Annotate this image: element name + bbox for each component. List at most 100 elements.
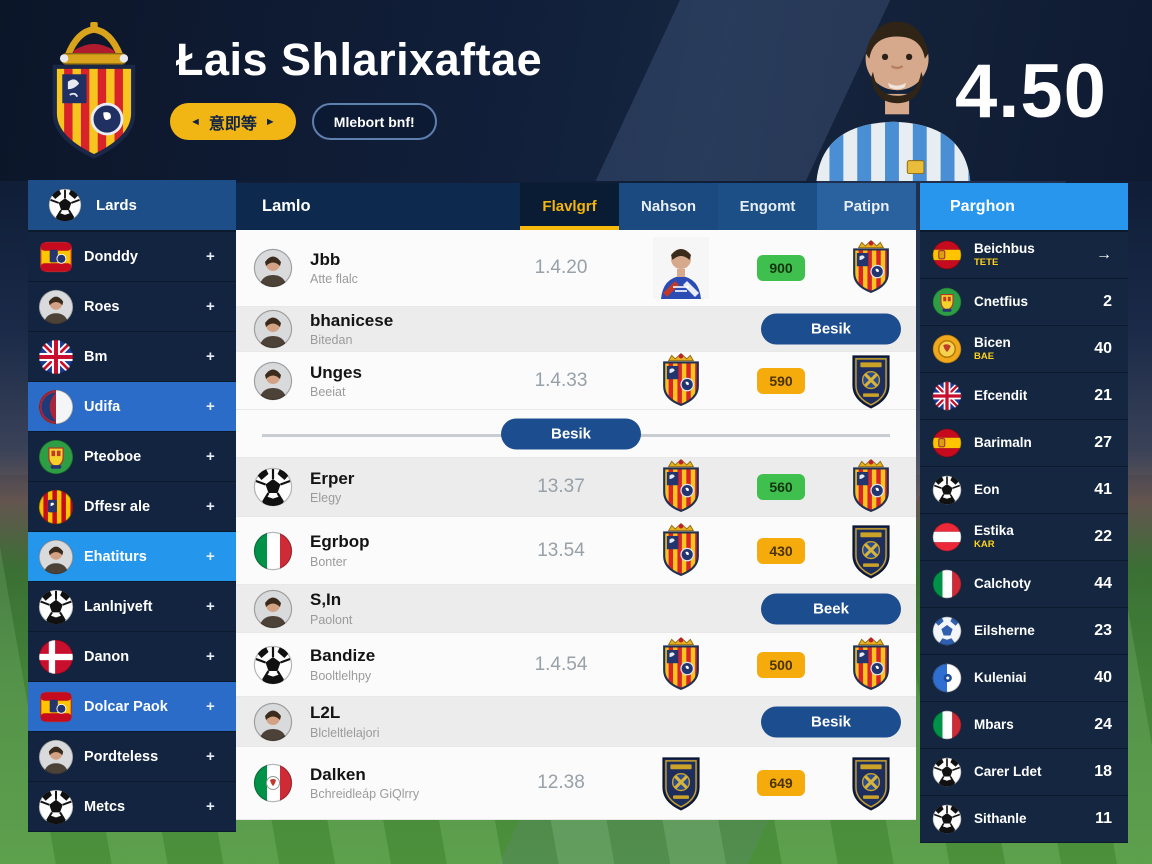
right-item-text: Kuleniai [974,669,1078,685]
plus-icon: + [206,348,215,365]
player-subtitle: Paolont [310,612,353,627]
table-row[interactable]: Erper Elegy 13.37 560 [236,458,916,517]
table-row[interactable]: Unges Beeiat 1.4.33 590 [236,352,916,410]
secondary-button[interactable]: Mlebort bnf! [311,103,437,140]
crest-yellow-icon [658,636,704,694]
score-badge: 560 [757,474,805,500]
sidebar-item-donddy[interactable]: Donddy + [28,232,236,281]
expand-pill-button[interactable]: Besik [501,418,641,449]
right-item-bicen[interactable]: Bicen BAE 40 [920,326,1128,372]
table-row[interactable]: L2L Blcleltlelajori Besik [236,697,916,747]
right-item-label: Beichbus [974,240,1035,256]
right-item-mbars[interactable]: Mbars 24 [920,702,1128,748]
table-row[interactable]: S,In Paolont Beek [236,585,916,633]
sidebar-item-bm[interactable]: Bm + [28,332,236,381]
right-item-estika[interactable]: Estika KAR 22 [920,514,1128,560]
avatar-icon [253,361,293,401]
right-item-kuleniai[interactable]: Kuleniai 40 [920,655,1128,701]
right-item-label: Cnetfius [974,293,1028,309]
pill-zone: Besik [496,697,916,746]
right-item-beichbus[interactable]: Beichbus TETE → [920,232,1128,278]
player-subtitle: Elegy [310,491,342,506]
uk-flag-icon [932,381,962,411]
right-item-text: Cnetfius [974,293,1078,309]
player-name-cell: Jbb Atte flalc [310,250,496,287]
cta-button[interactable]: ◄ 意即等 ► [170,103,296,140]
player-subtitle: Bitedan [310,333,353,348]
right-item-calchoty[interactable]: Calchoty 44 [920,561,1128,607]
sidebar-item-label: Lanlnjveft [84,598,153,615]
divider-zone: Besik [236,410,916,457]
banner-buttons: ◄ 意即等 ► Mlebort bnf! [170,103,437,140]
right-item-barimaln[interactable]: Barimaln 27 [920,420,1128,466]
tab-flavlgrf[interactable]: Flavlgrf [520,183,619,230]
tab-engomt[interactable]: Engomt [718,183,817,230]
sidebar-header-item[interactable]: Lards [28,180,236,230]
sidebar-item-udifa[interactable]: Udifa + [28,382,236,431]
odds-value: 1.4.33 [534,370,588,391]
right-item-carer-ldet[interactable]: Carer Ldet 18 [920,749,1128,795]
sidebar-item-roes[interactable]: Roes + [28,282,236,331]
right-item-eon[interactable]: Eon 41 [920,467,1128,513]
odds-value: 1.4.20 [534,257,588,278]
plus-icon: + [206,448,215,465]
avatar-icon [38,739,74,775]
right-item-sithanle[interactable]: Sithanle 11 [920,796,1128,842]
table-row[interactable]: Dalken Bchreidleáp GiQlrry 12.38 649 [236,747,916,820]
sidebar-item-list: Donddy + Roes + Bm + Udifa + Pteoboe + Dffesr ale +… [28,232,236,831]
sidebar-item-lanlnjveft[interactable]: Lanlnjveft + [28,582,236,631]
table-row[interactable]: bhanicese Bitedan Besik [236,307,916,352]
expand-pill-button[interactable]: Besik [761,706,901,737]
sidebar-item-dffesr-ale[interactable]: Dffesr ale + [28,482,236,531]
right-item-eilsherne[interactable]: Eilsherne 23 [920,608,1128,654]
sidebar-item-label: Bm [84,348,108,365]
avatar-icon [253,309,293,349]
tab-nahson[interactable]: Nahson [619,183,718,230]
sidebar-item-dolcar-paok[interactable]: Dolcar Paok + [28,682,236,731]
table-row[interactable]: Besik [236,410,916,458]
main-panel: Lamlo Flavlgrf Nahson Engomt Patipn Jbb A… [236,183,916,820]
expand-pill-button[interactable]: Besik [761,313,901,345]
right-item-text: Estika KAR [974,523,1078,550]
table-row[interactable]: Bandize Booltlelhpy 1.4.54 500 [236,633,916,697]
sidebar-item-pteoboe[interactable]: Pteoboe + [28,432,236,481]
right-sidebar-list: Beichbus TETE → Cnetfius 2 Bicen BAE 40 Efcendit… [920,232,1128,842]
player-subtitle: Beeiat [310,385,346,400]
tab-patipn[interactable]: Patipn [817,183,916,230]
right-item-label: Barimaln [974,434,1032,450]
right-item-label: Kuleniai [974,669,1027,685]
right-item-text: Eilsherne [974,623,1078,638]
right-item-text: Carer Ldet [974,764,1078,779]
sidebar-item-label: Roes [84,298,120,315]
green-crest-icon [932,287,962,317]
plus-icon: + [206,648,215,665]
right-item-cnetfius[interactable]: Cnetfius 2 [920,279,1128,325]
player-name: Dalken [310,764,366,784]
table-row[interactable]: Jbb Atte flalc 1.4.20 900 [236,230,916,307]
player-name-cell: Dalken Bchreidleáp GiQlrry [310,765,496,802]
crest-dark-icon [658,754,704,812]
right-item-subtitle: TETE [974,257,999,269]
right-item-efcendit[interactable]: Efcendit 21 [920,373,1128,419]
sidebar-item-metcs[interactable]: Metcs + [28,782,236,831]
table-row[interactable]: Egrbop Bonter 13.54 430 [236,517,916,585]
expand-pill-button[interactable]: Beek [761,593,901,624]
sidebar-item-pordteless[interactable]: Pordteless + [28,732,236,781]
avatar-icon [38,539,74,575]
right-item-text: Bicen BAE [974,335,1078,362]
plus-icon: + [206,548,215,565]
plus-icon: + [206,598,215,615]
sidebar-item-ehatiturs[interactable]: Ehatiturs + [28,532,236,581]
blue-white-circle-icon [932,663,962,693]
sidebar-item-danon[interactable]: Danon + [28,632,236,681]
sidebar-item-label: Pteoboe [84,448,142,465]
italy-flag-icon [932,569,962,599]
player-name: Jbb [310,249,341,269]
soccer-ball-icon [932,757,962,787]
player-name-cell: Bandize Booltlelhpy [310,646,496,683]
score-badge: 649 [757,770,805,796]
main-header: Lamlo Flavlgrf Nahson Engomt Patipn [236,183,916,230]
denmark-flag-icon [38,639,74,675]
page-title: Łais Shlarixaftae [176,34,543,85]
right-item-text: Barimaln [974,434,1078,450]
